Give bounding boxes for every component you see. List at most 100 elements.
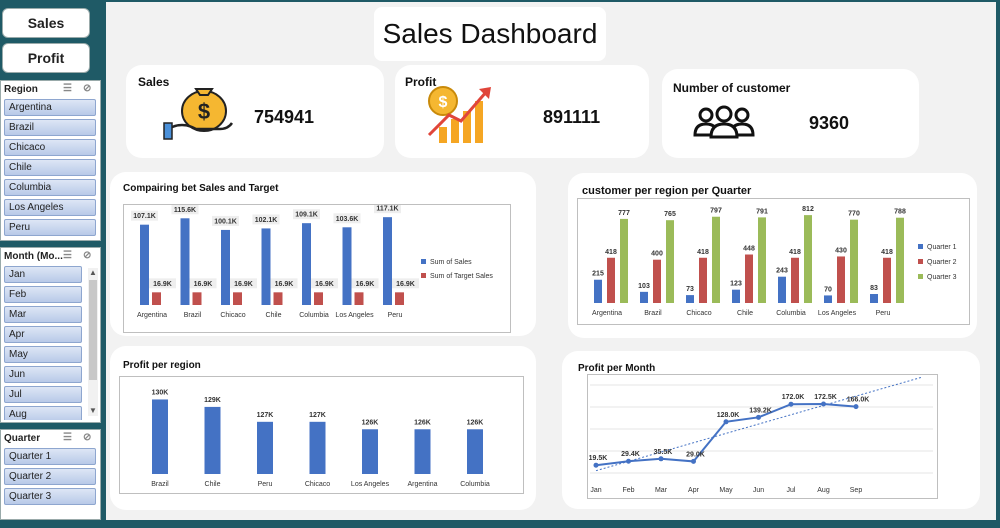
clear-filter-icon[interactable]: ⊘	[83, 83, 92, 94]
multi-select-icon[interactable]: ☰	[63, 432, 72, 443]
month-slicer-item[interactable]: Feb	[4, 286, 82, 303]
bar	[640, 291, 648, 303]
multi-select-icon[interactable]: ☰	[63, 83, 72, 94]
data-label-bg	[189, 278, 217, 289]
data-label-bg	[374, 203, 401, 214]
data-label: 127K	[257, 412, 274, 419]
data-label: 103.6K	[336, 216, 359, 223]
data-label: 765	[664, 211, 676, 218]
x-tick-label: Brazil	[644, 310, 662, 317]
bar	[653, 259, 661, 303]
data-label: 243	[776, 268, 788, 275]
bar	[824, 295, 832, 303]
quarter-slicer-item[interactable]: Quarter 3	[4, 488, 96, 505]
month-slicer-items: Jan Feb Mar Apr May Jun Jul Aug	[1, 266, 100, 420]
month-scrollbar[interactable]: ▲ ▼	[88, 268, 98, 416]
data-label-bg	[392, 278, 419, 289]
x-tick-label: Argentina	[592, 310, 622, 317]
region-slicer-items: Argentina Brazil Chicaco Chile Columbia Los A…	[1, 99, 100, 236]
chart-title: Profit per Month	[578, 363, 656, 374]
data-point	[691, 458, 696, 464]
bar	[594, 279, 602, 303]
x-tick-label: Apr	[688, 487, 700, 494]
customers-kpi-label: Number of customer	[673, 81, 791, 95]
profit-kpi-card: Profit $ 891111	[395, 65, 649, 158]
x-tick-label: Columbia	[776, 310, 806, 317]
bar	[261, 228, 271, 305]
bar	[758, 217, 766, 303]
data-label: 16.9K	[194, 281, 213, 288]
data-label: 172.5K	[814, 394, 837, 401]
month-slicer-item[interactable]: Apr	[4, 326, 82, 343]
data-label: 791	[756, 208, 768, 215]
quarter-slicer: Quarter ☰ ⊘ Quarter 1 Quarter 2 Quarter 3	[0, 429, 101, 520]
scroll-up-icon[interactable]: ▲	[89, 268, 97, 277]
data-label-bg	[230, 278, 257, 289]
month-slicer-item[interactable]: Aug	[4, 406, 82, 420]
x-tick-label: Mar	[655, 487, 668, 494]
data-label: 16.9K	[234, 281, 253, 288]
bar	[414, 429, 431, 474]
profit-kpi-value: 891111	[543, 107, 601, 127]
month-slicer-item[interactable]: Jan	[4, 266, 82, 283]
region-slicer-item[interactable]: Peru	[4, 219, 96, 236]
data-label: 215	[592, 271, 604, 278]
scroll-down-icon[interactable]: ▼	[89, 406, 97, 415]
data-label: 29.0K	[686, 451, 705, 458]
data-label: 16.9K	[396, 281, 415, 288]
x-tick-label: Columbia	[299, 312, 329, 319]
region-slicer-header: Region ☰ ⊘	[1, 81, 100, 99]
quarter-slicer-item[interactable]: Quarter 1	[4, 448, 96, 465]
bar	[686, 295, 694, 303]
data-label: 83	[870, 285, 878, 292]
bar	[257, 421, 273, 474]
x-tick-label: Jan	[590, 487, 601, 494]
data-label: 102.1K	[255, 217, 278, 224]
bar	[309, 421, 326, 474]
region-slicer-item[interactable]: Brazil	[4, 119, 96, 136]
data-label-bg	[171, 204, 199, 215]
data-label-bg	[333, 213, 361, 224]
month-slicer-item[interactable]: Mar	[4, 306, 82, 323]
clear-filter-icon[interactable]: ⊘	[83, 250, 92, 261]
month-slicer-item[interactable]: Jul	[4, 386, 82, 403]
legend-entry: Quarter 2	[927, 259, 957, 266]
data-label: 117.1K	[376, 206, 398, 213]
region-slicer-item[interactable]: Columbia	[4, 179, 96, 196]
legend-swatch	[421, 273, 426, 278]
profit-region-chart: 130K Brazil 129K Chile 127K Peru 127K Chicaco 12…	[119, 376, 524, 494]
x-tick-label: Chicaco	[220, 312, 245, 319]
bar	[699, 257, 707, 303]
data-label-bg	[351, 278, 379, 289]
data-point	[821, 401, 826, 407]
data-label: 130K	[152, 389, 169, 396]
region-slicer-item[interactable]: Los Angeles	[4, 199, 96, 216]
multi-select-icon[interactable]: ☰	[63, 250, 72, 261]
region-slicer-title: Region	[4, 84, 38, 95]
region-slicer-item[interactable]: Chicaco	[4, 139, 96, 156]
bar	[180, 218, 190, 305]
profit-month-chart: 19.5K Jan 29.4K Feb 35.5K Mar 29.0K Apr 128.0K Ma…	[587, 374, 938, 499]
bar	[204, 406, 221, 474]
data-label: 126K	[362, 419, 379, 426]
bar	[745, 254, 753, 303]
sales-button[interactable]: Sales	[2, 8, 90, 38]
month-slicer-header: Month (Mo... ☰ ⊘	[1, 248, 100, 266]
quarter-slicer-item[interactable]: Quarter 2	[4, 468, 96, 485]
x-tick-label: Jul	[787, 487, 796, 494]
region-slicer-item[interactable]: Chile	[4, 159, 96, 176]
x-tick-label: Brazil	[151, 481, 169, 488]
legend-swatch	[918, 244, 923, 249]
data-label-bg	[311, 278, 338, 289]
chart-title: Profit per region	[123, 360, 201, 371]
data-label-bg	[131, 210, 158, 221]
scrollbar-thumb[interactable]	[89, 280, 97, 380]
bar	[620, 218, 628, 303]
data-label: 788	[894, 209, 906, 216]
x-tick-label: Peru	[258, 481, 273, 488]
region-slicer-item[interactable]: Argentina	[4, 99, 96, 116]
month-slicer-item[interactable]: May	[4, 346, 82, 363]
profit-button[interactable]: Profit	[2, 43, 90, 73]
clear-filter-icon[interactable]: ⊘	[83, 432, 92, 443]
month-slicer-item[interactable]: Jun	[4, 366, 82, 383]
